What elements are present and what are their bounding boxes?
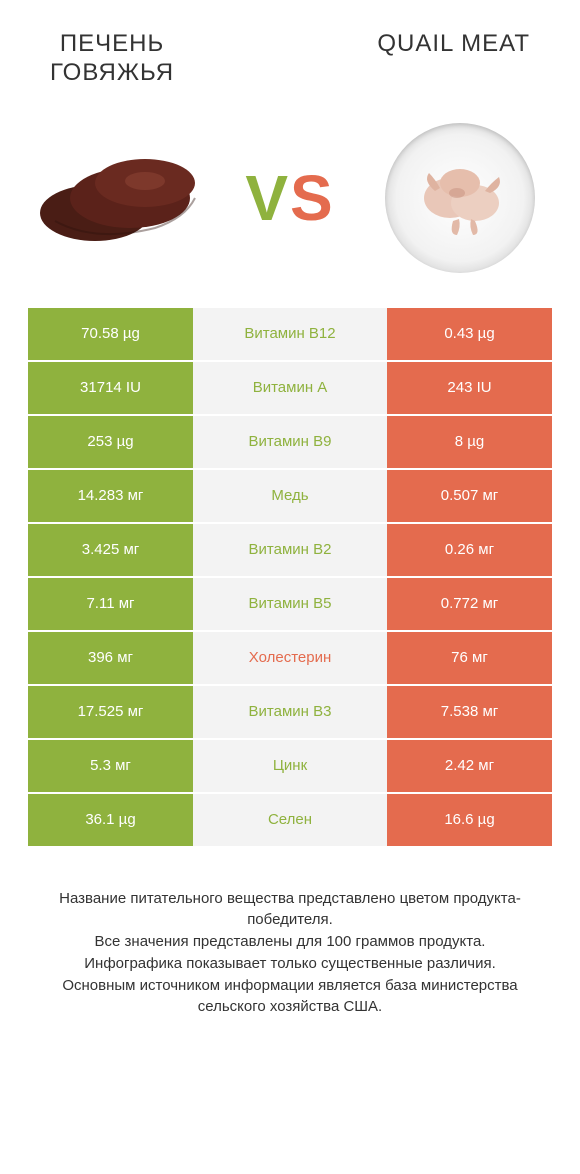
left-value: 396 мг (28, 632, 193, 684)
left-value: 70.58 µg (28, 308, 193, 360)
left-product-image (30, 128, 210, 268)
table-row: 31714 IUВитамин A243 IU (28, 362, 552, 414)
table-row: 17.525 мгВитамин B37.538 мг (28, 686, 552, 738)
left-value: 253 µg (28, 416, 193, 468)
plate-icon (385, 123, 535, 273)
nutrient-label: Витамин B3 (193, 686, 387, 738)
right-value: 16.6 µg (387, 794, 552, 846)
table-row: 3.425 мгВитамин B20.26 мг (28, 524, 552, 576)
left-product-title: ПЕЧЕНЬГОВЯЖЬЯ (50, 30, 174, 88)
right-value: 76 мг (387, 632, 552, 684)
vs-v: V (245, 162, 290, 234)
left-value: 17.525 мг (28, 686, 193, 738)
right-value: 7.538 мг (387, 686, 552, 738)
right-value: 0.43 µg (387, 308, 552, 360)
nutrient-label: Витамин B12 (193, 308, 387, 360)
right-value: 0.507 мг (387, 470, 552, 522)
table-row: 5.3 мгЦинк2.42 мг (28, 740, 552, 792)
vs-s: S (290, 162, 335, 234)
left-value: 7.11 мг (28, 578, 193, 630)
nutrient-label: Витамин B2 (193, 524, 387, 576)
table-row: 36.1 µgСелен16.6 µg (28, 794, 552, 846)
right-product-image (370, 128, 550, 268)
nutrient-label: Холестерин (193, 632, 387, 684)
table-row: 7.11 мгВитамин B50.772 мг (28, 578, 552, 630)
nutrient-label: Медь (193, 470, 387, 522)
right-value: 243 IU (387, 362, 552, 414)
left-value: 3.425 мг (28, 524, 193, 576)
titles-row: ПЕЧЕНЬГОВЯЖЬЯ QUAIL MEAT (0, 0, 580, 98)
right-value: 0.26 мг (387, 524, 552, 576)
comparison-infographic: ПЕЧЕНЬГОВЯЖЬЯ QUAIL MEAT VS (0, 0, 580, 1048)
right-value: 8 µg (387, 416, 552, 468)
table-row: 14.283 мгМедь0.507 мг (28, 470, 552, 522)
hero-row: VS (0, 98, 580, 308)
nutrient-label: Селен (193, 794, 387, 846)
left-value: 36.1 µg (28, 794, 193, 846)
right-value: 0.772 мг (387, 578, 552, 630)
nutrient-label: Витамин A (193, 362, 387, 414)
left-value: 14.283 мг (28, 470, 193, 522)
vs-label: VS (245, 161, 334, 235)
nutrient-label: Витамин B5 (193, 578, 387, 630)
nutrient-label: Цинк (193, 740, 387, 792)
quail-meat-icon (405, 143, 515, 253)
table-row: 70.58 µgВитамин B120.43 µg (28, 308, 552, 360)
left-value: 31714 IU (28, 362, 193, 414)
right-value: 2.42 мг (387, 740, 552, 792)
left-value: 5.3 мг (28, 740, 193, 792)
footnote-text: Название питательного вещества представл… (0, 848, 580, 1049)
table-row: 396 мгХолестерин76 мг (28, 632, 552, 684)
table-row: 253 µgВитамин B98 µg (28, 416, 552, 468)
beef-liver-icon (35, 143, 205, 253)
right-product-title: QUAIL MEAT (377, 30, 530, 88)
nutrient-table: 70.58 µgВитамин B120.43 µg31714 IUВитами… (0, 308, 580, 846)
nutrient-label: Витамин B9 (193, 416, 387, 468)
